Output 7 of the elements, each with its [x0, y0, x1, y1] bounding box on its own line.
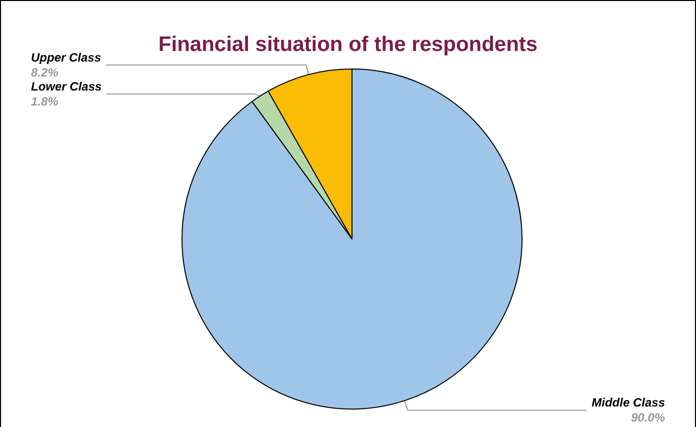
data-label: 1.8% — [31, 94, 59, 108]
slice-label: Upper Class — [31, 50, 102, 64]
chart-title: Financial situation of the respondents — [158, 33, 538, 56]
slice-label: Lower Class — [31, 79, 102, 94]
data-label: 90.0% — [630, 410, 666, 425]
slice-label: Middle Class — [592, 396, 666, 410]
data-label: 8.2% — [31, 65, 59, 80]
